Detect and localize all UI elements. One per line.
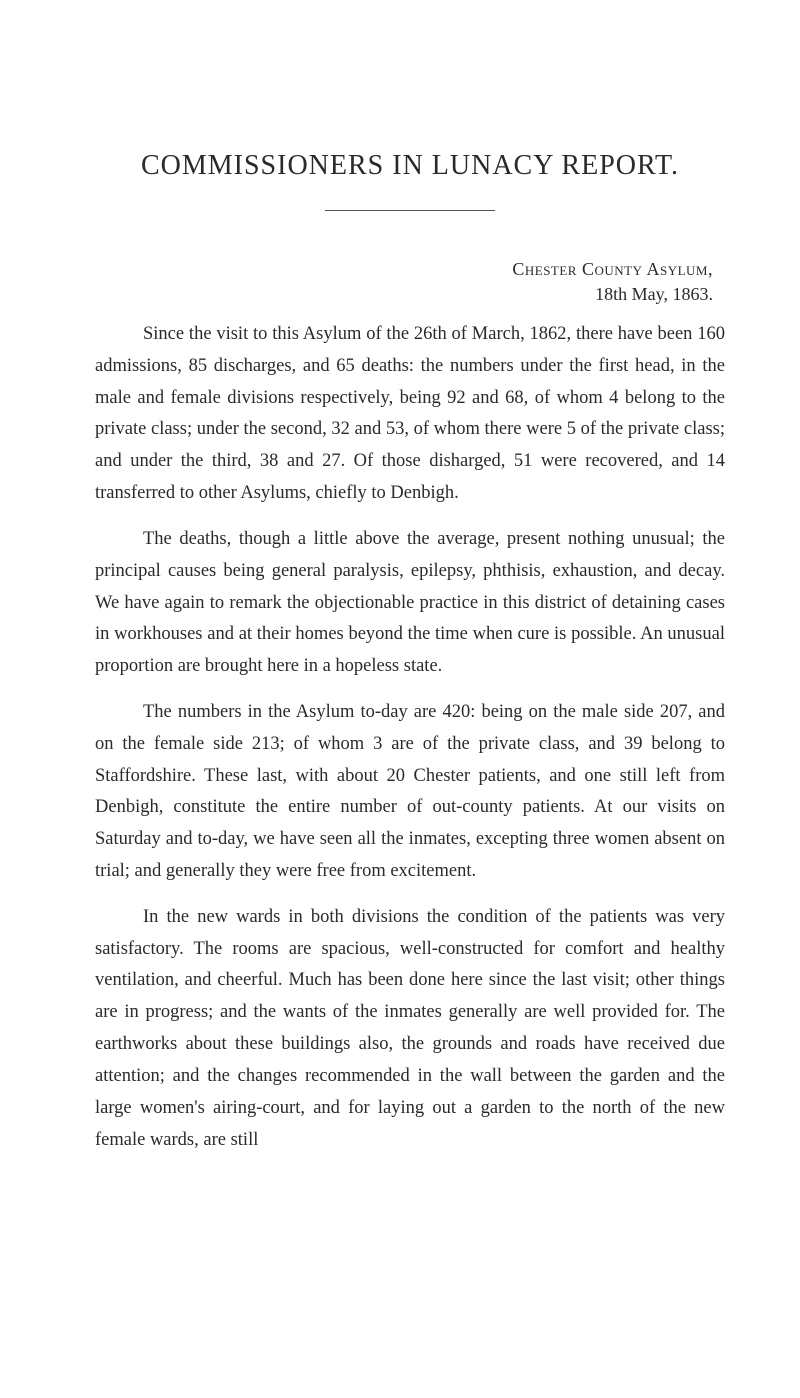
page-title: COMMISSIONERS IN LUNACY REPORT.	[95, 150, 725, 182]
document-page: COMMISSIONERS IN LUNACY REPORT. Chester …	[0, 0, 800, 1230]
body-paragraph: In the new wards in both divisions the c…	[95, 902, 725, 1157]
title-rule	[325, 210, 495, 211]
body-paragraph: The deaths, though a little above the av…	[95, 524, 725, 683]
date-line: 18th May, 1863.	[95, 284, 713, 305]
body-paragraph: The numbers in the Asylum to-day are 420…	[95, 697, 725, 888]
location-subhead: Chester County Asylum,	[95, 259, 713, 280]
body-paragraph: Since the visit to this Asylum of the 26…	[95, 319, 725, 510]
